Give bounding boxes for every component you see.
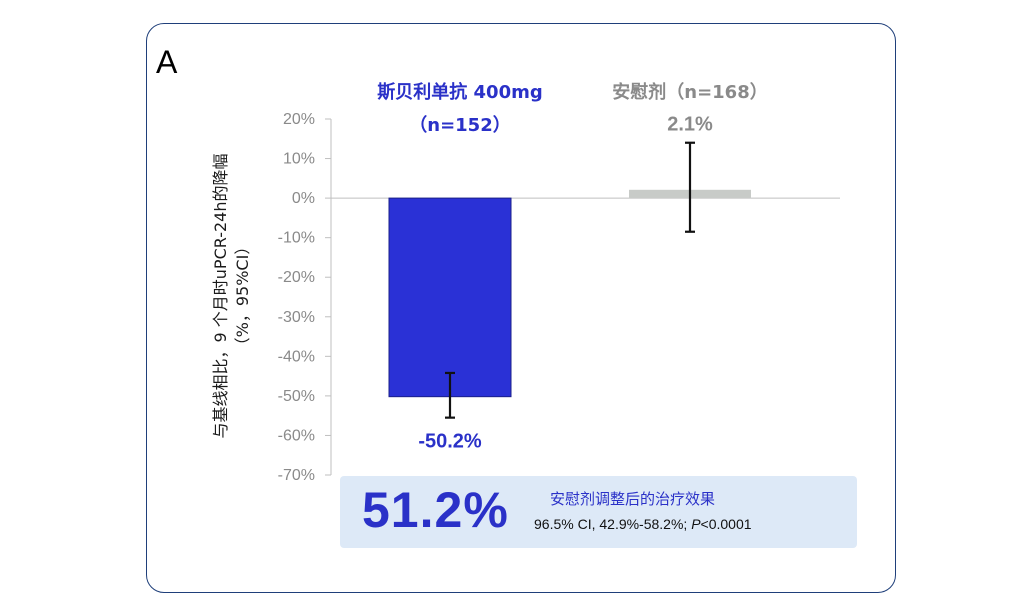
y-tick-label: -60%	[278, 427, 315, 444]
ci-text: 96.5% CI, 42.9%-58.2%;	[534, 516, 692, 532]
y-tick-label: -40%	[278, 348, 315, 365]
y-tick-label: -70%	[278, 467, 315, 484]
series-header-line1: 安慰剂（n=168）	[612, 81, 767, 103]
treatment-effect-title: 安慰剂调整后的治疗效果	[550, 490, 716, 508]
y-tick-label: 20%	[283, 111, 315, 128]
series-header-line1: 斯贝利单抗 400mg	[377, 81, 542, 103]
summary-box: 51.2% 安慰剂调整后的治疗效果 96.5% CI, 42.9%-58.2%;…	[340, 476, 857, 548]
series-header-line2: （n=152）	[409, 115, 510, 136]
y-tick-label: 0%	[292, 190, 315, 207]
treatment-effect-value: 51.2%	[362, 482, 509, 538]
p-symbol: P	[691, 516, 701, 532]
bar-value-label: -50.2%	[418, 431, 482, 453]
y-axis-ticks: 20% 10% 0% -10% -20% -30% -40% -50% -60% -70%	[278, 111, 331, 484]
y-tick-label: -30%	[278, 309, 315, 326]
y-tick-label: -10%	[278, 230, 315, 247]
y-tick-label: -50%	[278, 388, 315, 405]
bar-value-label: 2.1%	[667, 114, 713, 136]
bar	[388, 197, 512, 398]
p-value: <0.0001	[700, 516, 752, 532]
bars: -50.2% 斯贝利单抗 400mg （n=152） 2.1% 安慰剂（n=168）	[377, 81, 767, 453]
panel-label: A	[156, 44, 178, 80]
treatment-effect-ci: 96.5% CI, 42.9%-58.2%; P<0.0001	[534, 516, 752, 532]
y-tick-label: 10%	[283, 151, 315, 168]
y-tick-label: -20%	[278, 269, 315, 286]
